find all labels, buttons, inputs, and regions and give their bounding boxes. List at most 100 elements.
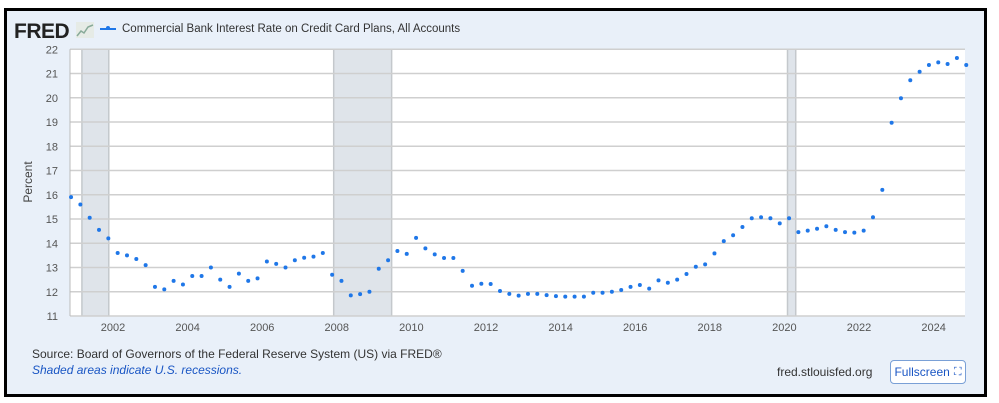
x-tick-label: 2002: [101, 322, 125, 334]
x-tick-label: 2010: [399, 322, 423, 334]
data-point: [414, 235, 419, 240]
data-point: [246, 278, 251, 283]
data-point: [665, 280, 670, 285]
data-point: [404, 251, 409, 256]
data-point: [721, 239, 726, 244]
data-point: [535, 291, 540, 296]
data-point: [171, 278, 176, 283]
recession-note-link[interactable]: Shaded areas indicate U.S. recessions.: [32, 363, 243, 377]
y-tick-label: 19: [46, 117, 58, 129]
fred-graph-icon: [76, 22, 94, 38]
recession-band: [81, 49, 109, 316]
data-point: [516, 293, 521, 298]
data-point: [451, 256, 456, 261]
data-point: [861, 228, 866, 233]
data-point: [815, 226, 820, 231]
data-point: [917, 69, 922, 74]
recession-band: [787, 49, 796, 316]
y-tick-label: 15: [46, 214, 58, 226]
data-point: [880, 187, 885, 192]
fred-logo[interactable]: FRED: [14, 20, 70, 43]
x-tick-label: 2020: [772, 322, 796, 334]
data-point: [311, 254, 316, 259]
data-point: [143, 263, 148, 268]
data-point: [320, 250, 325, 255]
data-point: [843, 230, 848, 235]
data-point: [87, 215, 92, 220]
data-point: [292, 258, 297, 263]
x-tick-label: 2012: [474, 322, 498, 334]
data-point: [479, 281, 484, 286]
data-point: [740, 225, 745, 230]
fullscreen-label: Fullscreen: [894, 365, 950, 379]
site-link[interactable]: fred.stlouisfed.org: [777, 365, 873, 379]
data-point: [124, 253, 129, 258]
data-point: [964, 63, 969, 68]
x-tick-label: 2008: [325, 322, 349, 334]
y-tick-label: 11: [47, 311, 58, 323]
data-point: [731, 233, 736, 238]
data-point: [954, 55, 959, 60]
data-point: [619, 288, 624, 293]
data-point: [264, 259, 269, 264]
data-point: [283, 265, 288, 270]
data-point: [926, 63, 931, 68]
data-point: [637, 282, 642, 287]
data-point: [544, 293, 549, 298]
data-point: [768, 216, 773, 221]
y-tick-label: 17: [46, 166, 58, 178]
source-text: Source: Board of Governors of the Federa…: [32, 347, 442, 361]
data-point: [647, 286, 652, 291]
data-point: [581, 294, 586, 299]
data-point: [908, 78, 913, 83]
data-point: [162, 287, 167, 292]
data-point: [777, 221, 782, 226]
data-point: [824, 224, 829, 229]
data-point: [302, 255, 307, 260]
fullscreen-button[interactable]: Fullscreen ⛶: [890, 360, 966, 384]
legend-swatch: [100, 26, 116, 30]
data-point: [525, 291, 530, 296]
data-point: [787, 216, 792, 221]
data-point: [712, 251, 717, 256]
data-point: [78, 202, 83, 207]
data-point: [367, 289, 372, 294]
x-tick-label: 2006: [250, 322, 274, 334]
data-point: [805, 228, 810, 233]
data-point: [693, 264, 698, 269]
x-tick-label: 2024: [921, 322, 945, 334]
data-point: [703, 262, 708, 267]
data-point: [796, 230, 801, 235]
data-point: [274, 261, 279, 266]
data-point: [152, 284, 157, 289]
x-tick-label: 2016: [623, 322, 647, 334]
data-point: [749, 216, 754, 221]
y-tick-label: 16: [46, 190, 58, 202]
data-point: [395, 249, 400, 254]
data-point: [460, 268, 465, 273]
data-point: [889, 120, 894, 125]
data-point: [628, 284, 633, 289]
data-point: [339, 278, 344, 283]
y-tick-label: 20: [46, 93, 58, 105]
data-point: [572, 294, 577, 299]
y-tick-label: 13: [46, 263, 58, 275]
data-point: [759, 215, 764, 220]
y-tick-label: 12: [46, 287, 58, 299]
y-axis-label: Percent: [21, 161, 35, 203]
data-point: [134, 257, 139, 262]
data-point: [208, 265, 213, 270]
x-tick-label: 2014: [548, 322, 572, 334]
x-tick-label: 2018: [698, 322, 722, 334]
data-point: [591, 290, 596, 295]
data-point: [227, 284, 232, 289]
data-point: [190, 273, 195, 278]
data-point: [432, 252, 437, 257]
data-point: [936, 60, 941, 65]
data-point: [199, 273, 204, 278]
data-point: [507, 291, 512, 296]
y-tick-label: 22: [46, 44, 58, 56]
data-point: [423, 246, 428, 251]
data-point: [898, 96, 903, 101]
